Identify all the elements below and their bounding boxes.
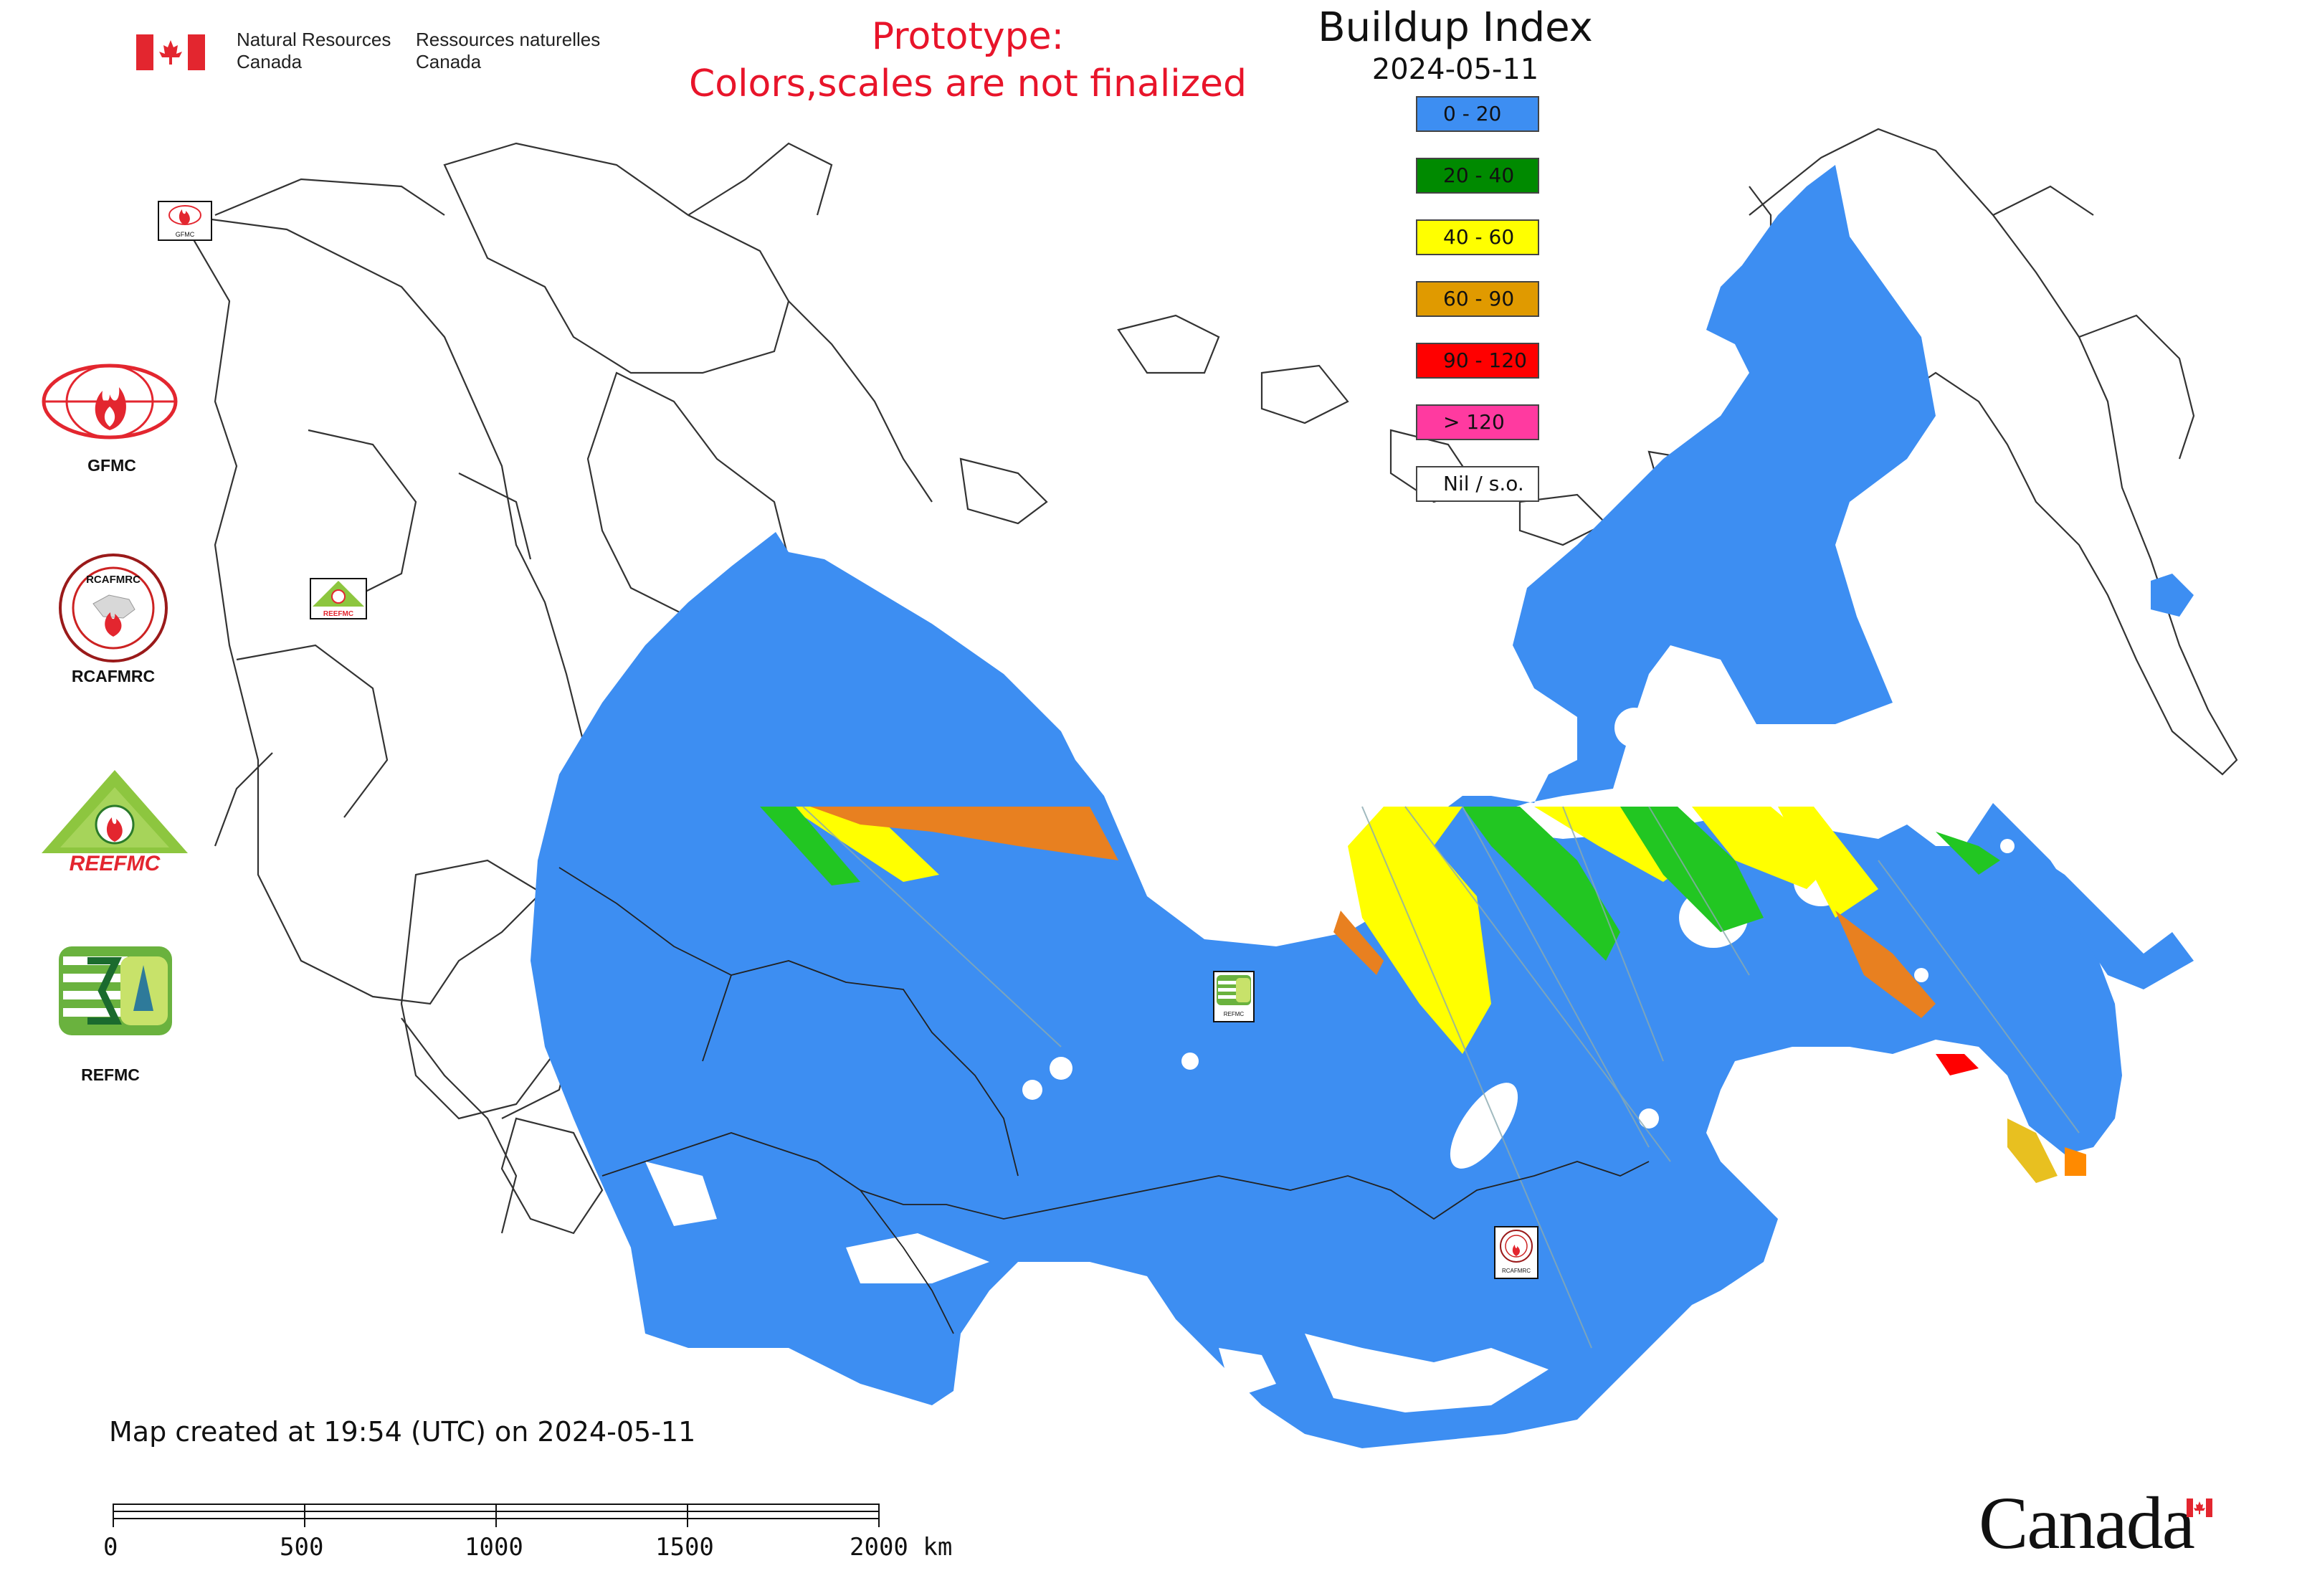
scale-label-500: 500 bbox=[280, 1533, 324, 1562]
refmc-label: REFMC bbox=[81, 1065, 140, 1084]
legend-date: 2024-05-11 bbox=[1371, 53, 1539, 86]
scale-label-2000: 2000 km bbox=[850, 1533, 953, 1562]
reefmc-logo: REEFMC bbox=[37, 767, 192, 879]
prototype-notice-line1: Prototype: bbox=[871, 15, 1065, 58]
gfmc-map-marker-label: GFMC bbox=[175, 231, 195, 238]
rcafmrc-map-marker[interactable]: RCAFMRC bbox=[1494, 1226, 1538, 1279]
map-created-timestamp: Map created at 19:54 (UTC) on 2024-05-11 bbox=[109, 1416, 696, 1448]
refmc-map-marker-label: REFMC bbox=[1223, 1011, 1245, 1017]
scale-label-1000: 1000 bbox=[465, 1533, 523, 1562]
scale-label-1500: 1500 bbox=[655, 1533, 714, 1562]
department-name-en: Natural Resources Canada bbox=[237, 29, 391, 72]
rcafmrc-label: RCAFMRC bbox=[71, 667, 156, 685]
gfmc-label: GFMC bbox=[87, 456, 136, 475]
legend-title: Buildup Index bbox=[1318, 4, 1593, 51]
legend-item: 20 - 40 bbox=[1416, 158, 1539, 194]
prototype-notice-line2: Colors,scales are not finalized bbox=[688, 62, 1247, 105]
rcafmrc-logo: RCAFMRC bbox=[57, 552, 169, 664]
gfmc-map-marker[interactable]: GFMC bbox=[158, 201, 212, 241]
legend-item: > 120 bbox=[1416, 404, 1539, 440]
legend-item: 90 - 120 bbox=[1416, 343, 1539, 379]
department-name-fr: Ressources naturelles Canada bbox=[416, 29, 601, 72]
prototype-notice: Prototype: Colors,scales are not finaliz… bbox=[645, 13, 1290, 108]
legend-item: Nil / s.o. bbox=[1416, 466, 1539, 502]
scale-bar bbox=[113, 1504, 880, 1527]
rcafmrc-map-marker-label: RCAFMRC bbox=[1502, 1268, 1531, 1274]
reefmc-wordmark: REEFMC bbox=[69, 852, 161, 875]
reefmc-map-marker-label: REEFMC bbox=[323, 610, 354, 618]
wordmark-flag-icon bbox=[2187, 1498, 2212, 1517]
refmc-map-marker[interactable]: REFMC bbox=[1213, 971, 1255, 1022]
streaks bbox=[760, 807, 2086, 1183]
canada-wordmark: Canada bbox=[1979, 1482, 2195, 1564]
gfmc-logo bbox=[42, 362, 178, 441]
legend-item: 60 - 90 bbox=[1416, 281, 1539, 317]
reefmc-map-marker[interactable]: REEFMC bbox=[310, 578, 367, 619]
canada-flag-icon bbox=[136, 34, 205, 70]
legend-item: 0 - 20 bbox=[1416, 96, 1539, 132]
legend-item: 40 - 60 bbox=[1416, 219, 1539, 255]
government-header: Natural Resources Canada Ressources natu… bbox=[136, 26, 624, 76]
scale-label-0: 0 bbox=[103, 1533, 118, 1562]
refmc-logo bbox=[59, 946, 172, 1035]
rcafmrc-logo-text: RCAFMRC bbox=[86, 574, 141, 586]
buildup-field bbox=[531, 165, 2194, 1448]
